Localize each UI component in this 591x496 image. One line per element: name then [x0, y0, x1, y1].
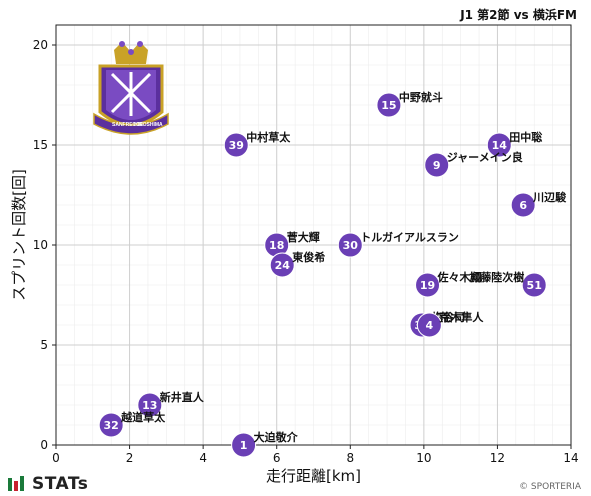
point-number: 30: [343, 239, 359, 252]
point-marker: [137, 392, 163, 418]
x-tick-label: 8: [346, 451, 354, 465]
point-label: 加藤陸次樹: [468, 270, 524, 284]
point-number: 1: [240, 439, 248, 452]
brand-name: STATs: [32, 474, 89, 494]
point-marker: [231, 432, 257, 458]
x-tick-label: 6: [273, 451, 281, 465]
point-number: 13: [142, 399, 157, 412]
brand-logo: STATs: [6, 474, 88, 494]
point-number: 24: [275, 259, 291, 272]
logo-text-bottom: HIROSHIMA: [134, 122, 163, 128]
y-tick-label: 15: [33, 138, 48, 152]
x-tick-label: 12: [490, 451, 505, 465]
player-point: 6 川辺駿: [510, 190, 567, 218]
point-number: 51: [527, 279, 542, 292]
point-label: 大迫敬介: [254, 430, 299, 444]
point-label: 佐々木翔: [437, 270, 482, 284]
club-crest-logo: SANFRECCE HIROSHIMA: [93, 41, 169, 135]
x-tick-label: 0: [52, 451, 60, 465]
y-tick-label: 5: [40, 338, 48, 352]
point-label: トルガイアルスラン: [360, 230, 459, 244]
point-label: 中野就斗: [399, 90, 443, 104]
point-marker: [416, 312, 442, 338]
point-marker: [337, 232, 363, 258]
copyright-credit: © SPORTERIA: [519, 482, 581, 492]
point-marker: [424, 152, 450, 178]
chart-title: J1 第2節 vs 横浜FM: [460, 8, 577, 22]
point-marker: [510, 192, 536, 218]
point-marker: [376, 92, 402, 118]
x-tick-label: 14: [563, 451, 578, 465]
point-label: 荒木隼人: [438, 310, 484, 324]
player-point: 4 荒木隼人: [416, 310, 484, 338]
point-number: 9: [433, 159, 441, 172]
point-label: 東俊希: [292, 250, 325, 264]
point-label: 菅大輝: [287, 230, 320, 244]
point-number: 19: [420, 279, 435, 292]
point-label: 田中聡: [509, 130, 542, 144]
point-number: 14: [492, 139, 508, 152]
player-point: 9 ジャーメイン良: [424, 150, 523, 178]
x-axis-label: 走行距離[km]: [266, 467, 361, 485]
point-marker: [269, 252, 295, 278]
x-tick-label: 4: [199, 451, 207, 465]
y-axis-label: スプリント回数[回]: [10, 169, 28, 301]
point-marker: [486, 132, 512, 158]
point-label: 中村草太: [246, 130, 291, 144]
x-tick-label: 2: [126, 451, 134, 465]
x-tick-label: 10: [416, 451, 431, 465]
point-number: 39: [229, 139, 244, 152]
data-points: 15中野就斗39中村草太14田中聡9ジャーメイン良6川辺駿18菅大輝30トルガイ…: [98, 90, 567, 458]
point-number: 18: [269, 239, 284, 252]
y-tick-label: 0: [40, 438, 48, 452]
stats-logo-icon: [8, 476, 24, 491]
point-marker: [223, 132, 249, 158]
point-marker: [98, 412, 124, 438]
logo-text-top: SANFRECCE: [112, 122, 144, 128]
point-number: 4: [426, 319, 434, 332]
point-marker: [415, 272, 441, 298]
player-point: 1 大迫敬介: [231, 430, 299, 458]
point-label: 越道草太: [120, 410, 166, 424]
point-number: 32: [104, 419, 119, 432]
point-label: ジャーメイン良: [447, 150, 523, 164]
point-label: 川辺駿: [532, 190, 567, 204]
y-tick-label: 10: [33, 238, 48, 252]
point-marker: [521, 272, 547, 298]
point-label: 新井直人: [160, 390, 205, 404]
point-number: 6: [519, 199, 527, 212]
y-tick-label: 20: [33, 38, 48, 52]
plot-frame: [55, 24, 572, 446]
point-number: 15: [381, 99, 396, 112]
